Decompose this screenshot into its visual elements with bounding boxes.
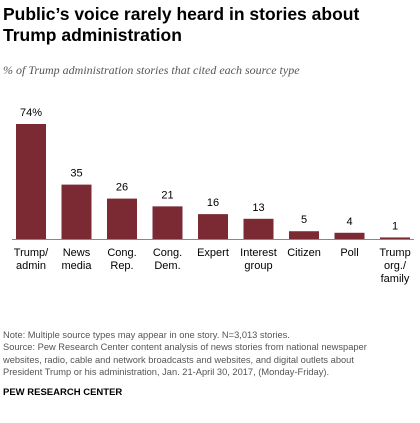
source-line: President Trump or his administration, J… [3,367,330,378]
chart-subtitle: % of Trump administration stories that c… [3,63,300,77]
category-label: Trump [379,247,410,259]
bar [61,184,92,239]
footer-brand: PEW RESEARCH CENTER [3,387,123,398]
data-label: 16 [207,197,219,209]
category-label: Trump/ [14,247,49,259]
category-label: org./ [384,260,407,272]
data-label: 13 [252,202,264,214]
category-label: Poll [340,247,358,259]
bar [380,237,410,239]
data-label: 4 [346,216,352,228]
data-label: 21 [161,189,173,201]
category-label: Expert [197,247,229,259]
data-label: 74% [20,107,42,119]
category-label: admin [16,260,46,272]
bar [152,206,183,239]
category-label: News [63,247,91,259]
bar [243,218,274,239]
category-label: media [62,260,93,272]
data-label: 26 [116,182,128,194]
category-label: Dem. [154,260,180,272]
category-label: Cong. [107,247,136,259]
category-label: Cong. [153,247,182,259]
bar [107,198,137,239]
bar [16,124,46,239]
bar [289,231,319,239]
bar-chart: 74%Trump/admin35Newsmedia26Cong.Rep.21Co… [12,107,414,285]
source-line: websites, radio, cable and network broad… [3,354,354,365]
chart-title: Public’s voice rarely heard in stories a… [3,4,360,45]
category-label: Interest [240,247,277,259]
category-label: Rep. [110,260,133,272]
data-label: 35 [70,168,82,180]
category-label: family [381,273,410,285]
note-line: Note: Multiple source types may appear i… [3,330,290,340]
data-label: 5 [301,214,307,226]
source-line: Source: Pew Research Center content anal… [3,342,367,353]
note-block: Note: Multiple source types may appear i… [3,329,417,379]
bar [198,214,228,239]
category-label: group [244,260,272,272]
category-label: Citizen [287,247,321,259]
bar [334,232,365,239]
data-label: 1 [392,220,398,232]
